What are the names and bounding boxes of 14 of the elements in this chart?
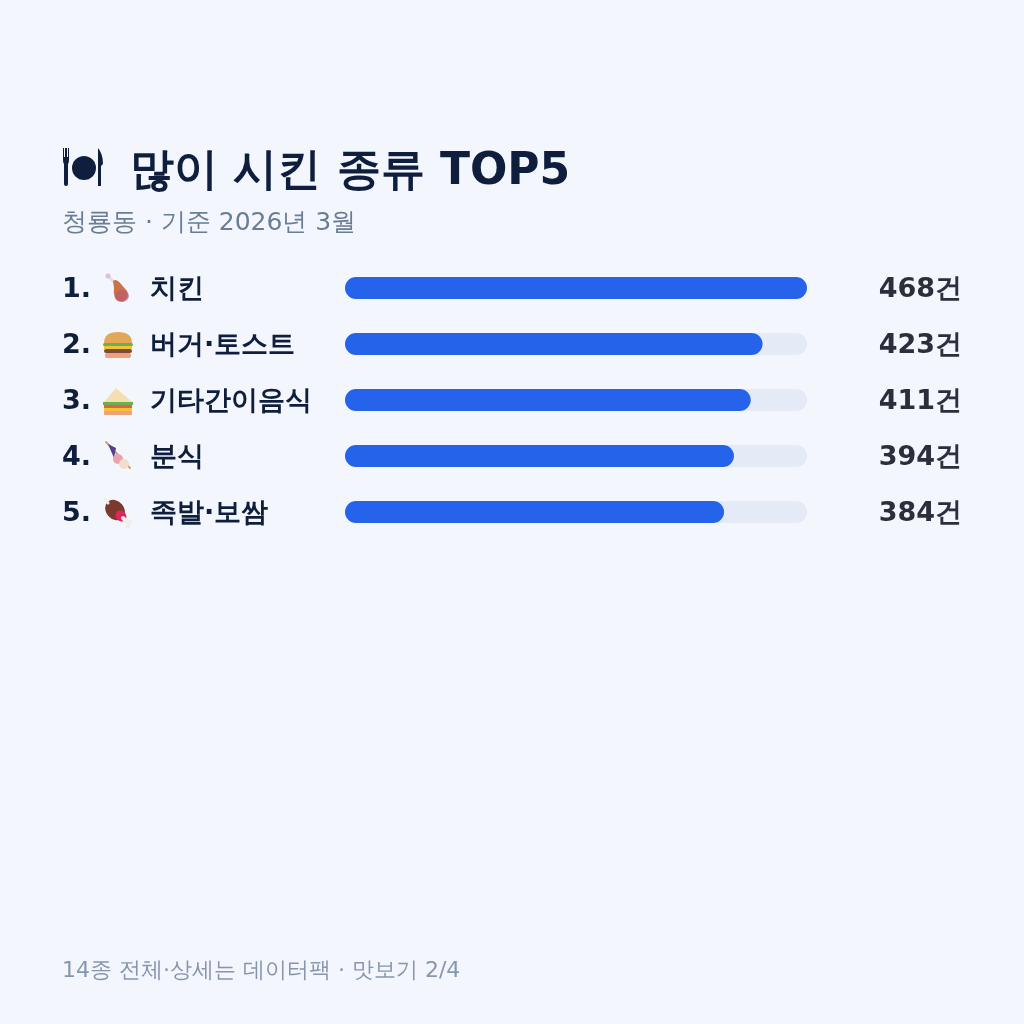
data-label: 411건	[878, 384, 962, 416]
data-label: 394건	[878, 440, 962, 472]
data-label: 384건	[878, 496, 962, 528]
category-label: 3. 기타간이음식	[62, 384, 312, 416]
chart-subtitle: 청룡동 · 기준 2026년 3월	[62, 207, 357, 236]
category-label: 1. 치킨	[62, 272, 204, 304]
chart-title: 많이 시킨 종류 TOP5	[130, 143, 571, 194]
category-label: 4. 분식	[62, 440, 204, 472]
category-label: 2. 버거·토스트	[62, 328, 296, 360]
category-label: 5. 족발·보쌈	[62, 496, 269, 528]
text: 14종 전체·상세는 데이터팩 · 맛보기 2/4	[62, 957, 461, 982]
bar	[345, 277, 807, 299]
data-label: 468건	[878, 272, 962, 304]
data-label: 423건	[878, 328, 962, 360]
